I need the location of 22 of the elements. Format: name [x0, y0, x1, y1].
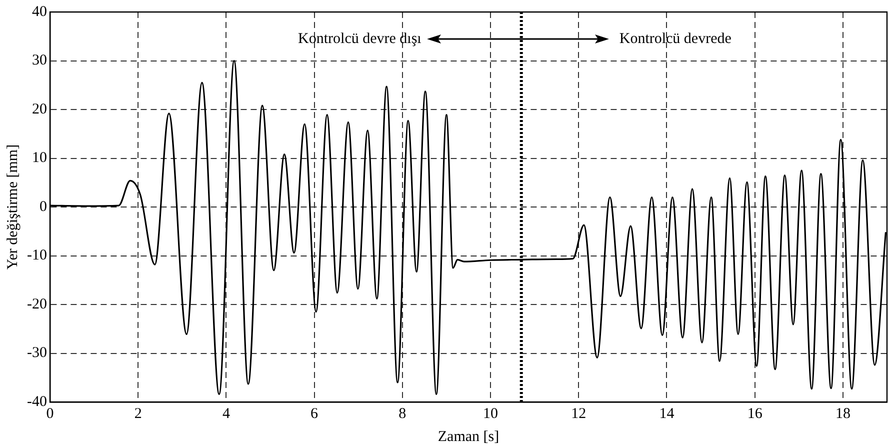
y-tick-label: 10 — [32, 150, 47, 166]
y-tick-label: -40 — [26, 394, 47, 410]
y-tick-label: 0 — [39, 198, 47, 215]
x-tick-label: 6 — [310, 406, 319, 422]
x-axis-title: Zaman [s] — [438, 428, 500, 445]
x-tick-label: 12 — [571, 406, 586, 422]
y-tick-label: 30 — [32, 52, 47, 69]
x-tick-label: 4 — [222, 406, 230, 422]
x-tick-label: 8 — [398, 406, 406, 422]
y-tick-label: -10 — [26, 248, 47, 264]
x-tick-label: 10 — [483, 406, 498, 422]
y-tick-label: -30 — [26, 345, 47, 362]
x-tick-label: 16 — [747, 406, 763, 422]
y-tick-label: 20 — [32, 101, 47, 118]
y-tick-label: 40 — [32, 4, 47, 20]
annotation: Kontrolcü devre dışı — [298, 30, 422, 47]
x-tick-label: 2 — [134, 406, 142, 422]
y-tick-label: -20 — [26, 296, 47, 312]
annotation: Kontrolcü devrede — [619, 30, 732, 47]
x-tick-label: 14 — [659, 406, 675, 422]
y-axis-title: Yer değiştirme [mm] — [4, 144, 21, 270]
x-tick-label: 18 — [835, 406, 850, 422]
